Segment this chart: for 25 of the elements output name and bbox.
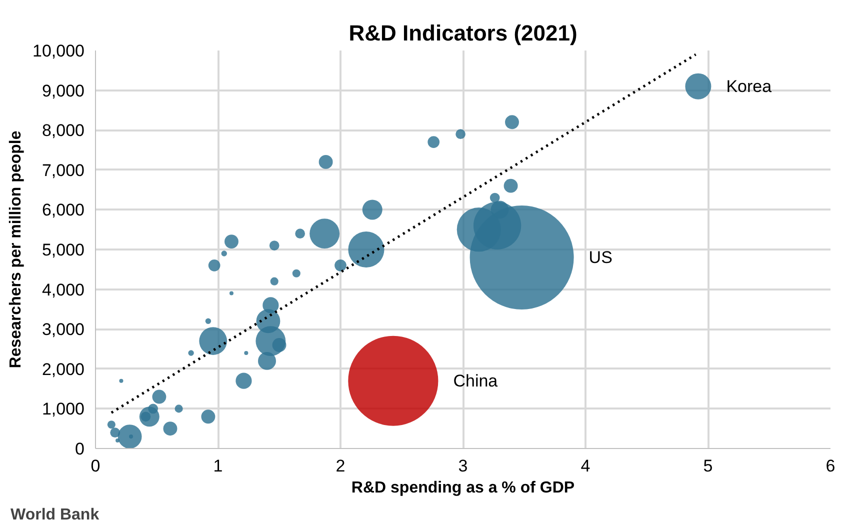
y-tick-label: 6,000 <box>42 200 85 220</box>
y-tick-label: 9,000 <box>42 81 85 100</box>
y-tick-label: 2,000 <box>42 360 85 379</box>
y-tick-label: 0 <box>75 440 85 458</box>
x-tick-label: 5 <box>703 456 713 476</box>
series-label: US <box>588 248 612 267</box>
x-tick-label: 6 <box>826 456 836 476</box>
y-tick-label: 7,000 <box>42 160 85 180</box>
y-axis-title: Researchers per million people <box>8 130 25 368</box>
y-tick-label: 1,000 <box>42 400 85 419</box>
series-label: Korea <box>726 76 772 96</box>
x-tick-label: 0 <box>90 456 100 476</box>
y-tick-label: 5,000 <box>42 240 85 260</box>
x-axis-title: R&D spending as a % of GDP <box>351 480 575 496</box>
x-tick-label: 4 <box>580 456 590 476</box>
series-label: China <box>453 371 498 390</box>
x-tick-label: 2 <box>336 456 346 476</box>
x-tick-label: 3 <box>458 456 468 476</box>
x-tick-label: 1 <box>213 456 223 476</box>
y-tick-label: 10,000 <box>32 42 85 60</box>
y-tick-label: 8,000 <box>42 121 85 140</box>
y-tick-label: 4,000 <box>42 280 85 300</box>
text: World Bank <box>10 506 100 524</box>
y-tick-label: 3,000 <box>42 320 85 340</box>
chart-title: R&D Indicators (2021) <box>348 20 578 46</box>
